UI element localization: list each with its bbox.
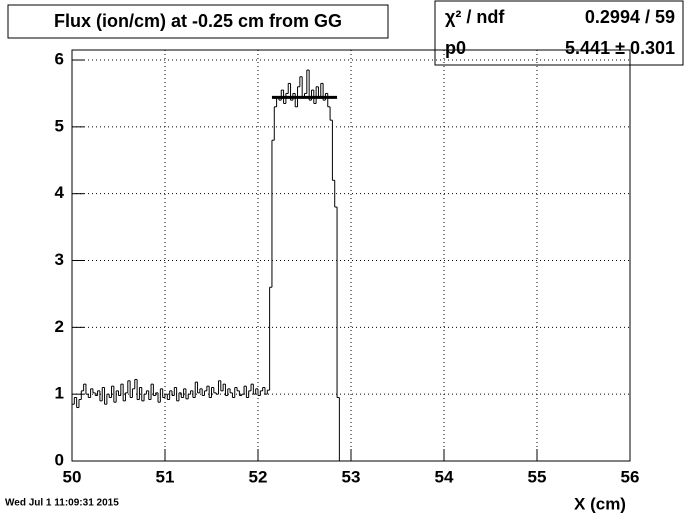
y-tick-label: 6 (55, 50, 64, 69)
x-tick-label: 56 (621, 467, 640, 486)
stats-chi2-value: 0.2994 / 59 (585, 7, 675, 27)
x-tick-label: 54 (435, 467, 454, 486)
stats-p0-value: 5.441 ± 0.301 (565, 38, 675, 58)
stats-p0-label: p0 (445, 38, 466, 58)
title-box (7, 4, 389, 39)
x-tick-label: 52 (249, 467, 268, 486)
x-tick-label: 55 (528, 467, 547, 486)
chart-title: Flux (ion/cm) at -0.25 cm from GG (54, 11, 342, 31)
x-tick-label: 51 (156, 467, 175, 486)
x-tick-label: 50 (63, 467, 82, 486)
x-tick-label: 53 (342, 467, 361, 486)
y-tick-label: 3 (55, 250, 64, 269)
y-tick-label: 5 (55, 116, 64, 135)
timestamp: Wed Jul 1 11:09:31 2015 (5, 498, 119, 509)
y-tick-label: 1 (55, 384, 64, 403)
x-axis-label: X (cm) (574, 494, 626, 513)
stats-chi2-label: χ² / ndf (445, 7, 505, 27)
y-tick-label: 2 (55, 317, 64, 336)
y-tick-label: 0 (55, 450, 64, 469)
y-tick-label: 4 (55, 183, 65, 202)
stats-box (434, 0, 684, 66)
